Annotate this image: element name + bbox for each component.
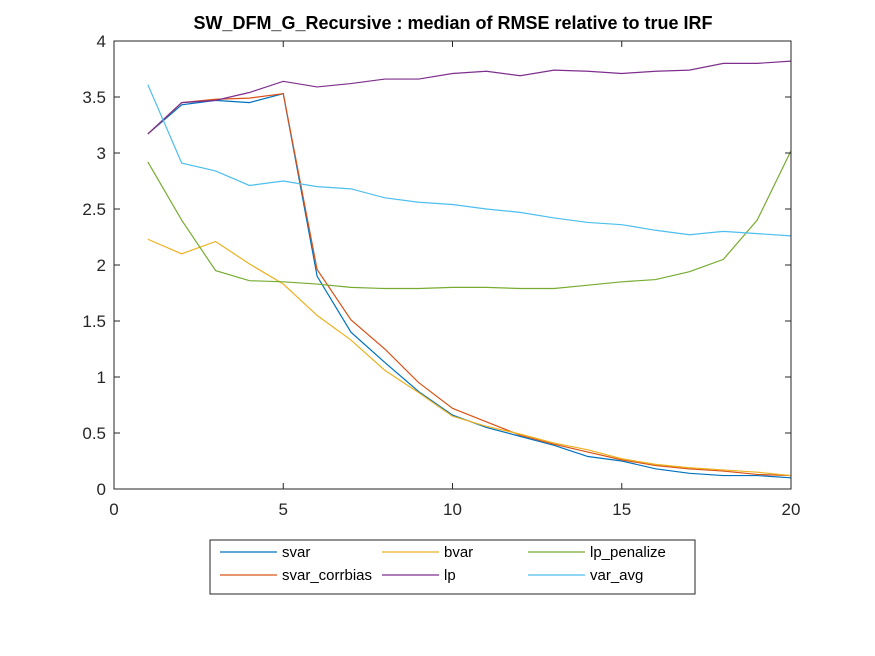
x-tick-label: 10	[443, 500, 462, 519]
series-line-var-avg	[147, 84, 792, 237]
legend-label-lp: lp	[444, 567, 456, 584]
plot-area: 0 5 10 15 20 0 0.5 1 1.5 2 2.5 3 3.5 4	[82, 32, 800, 519]
legend: svar bvar lp_penalize svar_corrbias lp var_av…	[209, 539, 696, 595]
y-tick-label: 3	[97, 144, 106, 163]
x-tick-label: 20	[782, 500, 801, 519]
y-tick-label: 0.5	[82, 424, 106, 443]
x-tick-label: 5	[279, 500, 288, 519]
y-tick-label: 4	[97, 32, 106, 51]
legend-box	[209, 539, 696, 595]
legend-label-var-avg: var_avg	[590, 567, 643, 584]
x-tick-label: 0	[109, 500, 118, 519]
series-line-lp-penalize	[147, 150, 792, 290]
series-line-lp	[147, 60, 792, 135]
chart-title: SW_DFM_G_Recursive : median of RMSE rela…	[193, 13, 712, 33]
y-tick-label: 2.5	[82, 200, 106, 219]
y-tick-label: 1	[97, 368, 106, 387]
y-tick-label: 3.5	[82, 88, 106, 107]
x-tick-label: 15	[612, 500, 631, 519]
legend-label-svar-corrbias: svar_corrbias	[282, 567, 372, 584]
y-tick-label: 1.5	[82, 312, 106, 331]
legend-label-bvar: bvar	[444, 544, 473, 561]
series-line-svar-corrbias	[147, 92, 792, 477]
legend-label-lp-penalize: lp_penalize	[590, 544, 666, 561]
legend-label-svar: svar	[282, 544, 310, 561]
y-tick-label: 2	[97, 256, 106, 275]
series-line-bvar	[147, 238, 792, 477]
axes-background	[114, 41, 791, 489]
y-tick-label: 0	[97, 480, 106, 499]
